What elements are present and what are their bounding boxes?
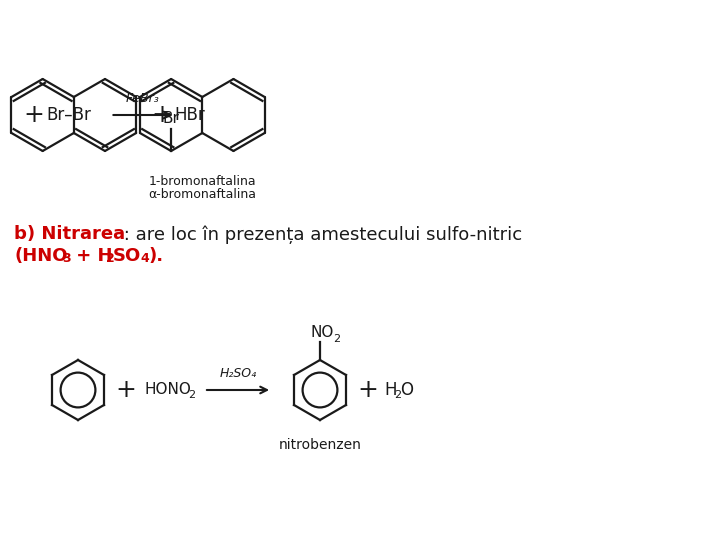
Text: 2: 2	[394, 390, 401, 400]
Text: 2: 2	[106, 252, 114, 265]
Text: : are loc în prezența amestecului sulfo-nitric: : are loc în prezența amestecului sulfo-…	[118, 225, 522, 244]
Text: HONO: HONO	[144, 382, 191, 397]
Text: +: +	[358, 378, 379, 402]
Text: HBr: HBr	[174, 106, 205, 124]
Text: +: +	[116, 378, 136, 402]
Text: nitrobenzen: nitrobenzen	[279, 438, 361, 452]
Text: NO: NO	[310, 325, 333, 340]
Text: O: O	[400, 381, 413, 399]
Text: Br–Br: Br–Br	[46, 106, 91, 124]
Text: 2: 2	[188, 390, 195, 400]
Text: 2: 2	[333, 334, 340, 344]
Text: +: +	[23, 103, 44, 127]
Text: H: H	[384, 381, 397, 399]
Text: 3: 3	[62, 252, 71, 265]
Text: SO: SO	[113, 247, 141, 265]
Text: 4: 4	[140, 252, 149, 265]
Text: H₂SO₄: H₂SO₄	[220, 367, 256, 380]
Text: ).: ).	[148, 247, 163, 265]
Text: α-bromonaftalina: α-bromonaftalina	[148, 188, 256, 201]
Text: b) Nitrarea: b) Nitrarea	[14, 225, 125, 243]
Text: 1-bromonaftalina: 1-bromonaftalina	[148, 175, 256, 188]
Text: Br: Br	[163, 111, 179, 126]
Text: +: +	[151, 103, 172, 127]
Text: + H: + H	[70, 247, 112, 265]
Text: (HNO: (HNO	[14, 247, 68, 265]
Text: FeBr₃: FeBr₃	[126, 92, 160, 105]
